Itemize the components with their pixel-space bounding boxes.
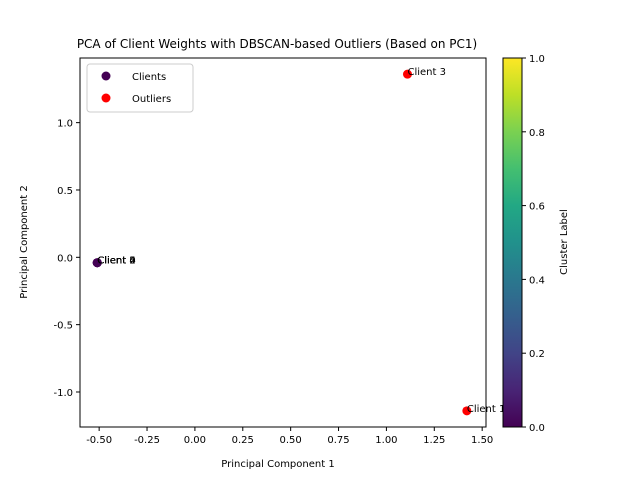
x-tick-label: 1.00 [375, 435, 397, 446]
x-tick-label: 0.00 [184, 435, 206, 446]
annotation-label: Client 0 [97, 256, 135, 267]
x-axis-label: Principal Component 1 [221, 459, 334, 470]
x-tick-label: 1.25 [423, 435, 445, 446]
x-tick-label: 0.75 [327, 435, 349, 446]
colorbar-tick-label: 0.4 [529, 275, 545, 286]
y-tick-label: -1.0 [53, 388, 73, 399]
legend-label-clients: Clients [132, 72, 166, 83]
x-tick-label: 0.50 [280, 435, 302, 446]
x-tick-label: 0.25 [232, 435, 254, 446]
colorbar-tick-label: 0.0 [529, 423, 545, 434]
legend-box [86, 63, 194, 113]
legend-marker-clients [101, 71, 111, 81]
colorbar-label: Cluster Label [559, 209, 570, 275]
annotation-label: Client 2 [97, 256, 135, 267]
colorbar-tick-label: 1.0 [529, 54, 545, 65]
colorbar [502, 57, 523, 428]
chart-title: PCA of Client Weights with DBSCAN-based … [77, 37, 477, 51]
point-outliers-1 [462, 406, 472, 416]
annotation-label: Client 5 [97, 256, 135, 267]
y-tick-label: 0.5 [57, 186, 73, 197]
y-axis-label: Principal Component 2 [19, 185, 30, 298]
legend-label-outliers: Outliers [132, 94, 171, 105]
plot-frame [79, 57, 487, 428]
point-clients-3 [92, 258, 102, 268]
legend: Clients Outliers [86, 63, 194, 113]
annotation-label: Client 4 [97, 256, 135, 267]
legend-marker-outliers [101, 93, 111, 103]
colorbar-tick-label: 0.2 [529, 349, 545, 360]
x-tick-label: 1.50 [471, 435, 493, 446]
y-tick-label: 0.0 [57, 253, 73, 264]
x-tick-label: -0.50 [86, 435, 112, 446]
annotation-label: Client 3 [407, 67, 446, 78]
x-tick-label: -0.25 [134, 435, 160, 446]
y-tick-label: -0.5 [53, 321, 73, 332]
y-tick-label: 1.0 [57, 119, 73, 130]
colorbar-tick-label: 0.8 [529, 128, 545, 139]
point-outliers-0 [402, 69, 412, 79]
colorbar-tick-label: 0.6 [529, 202, 545, 213]
